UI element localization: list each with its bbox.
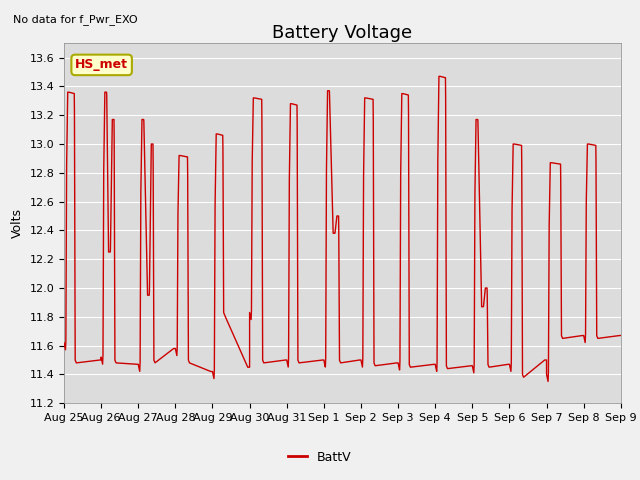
Legend: BattV: BattV [284, 446, 356, 469]
Text: No data for f_Pwr_EXO: No data for f_Pwr_EXO [13, 14, 138, 25]
Y-axis label: Volts: Volts [11, 208, 24, 238]
Text: HS_met: HS_met [75, 59, 128, 72]
Title: Battery Voltage: Battery Voltage [273, 24, 412, 42]
